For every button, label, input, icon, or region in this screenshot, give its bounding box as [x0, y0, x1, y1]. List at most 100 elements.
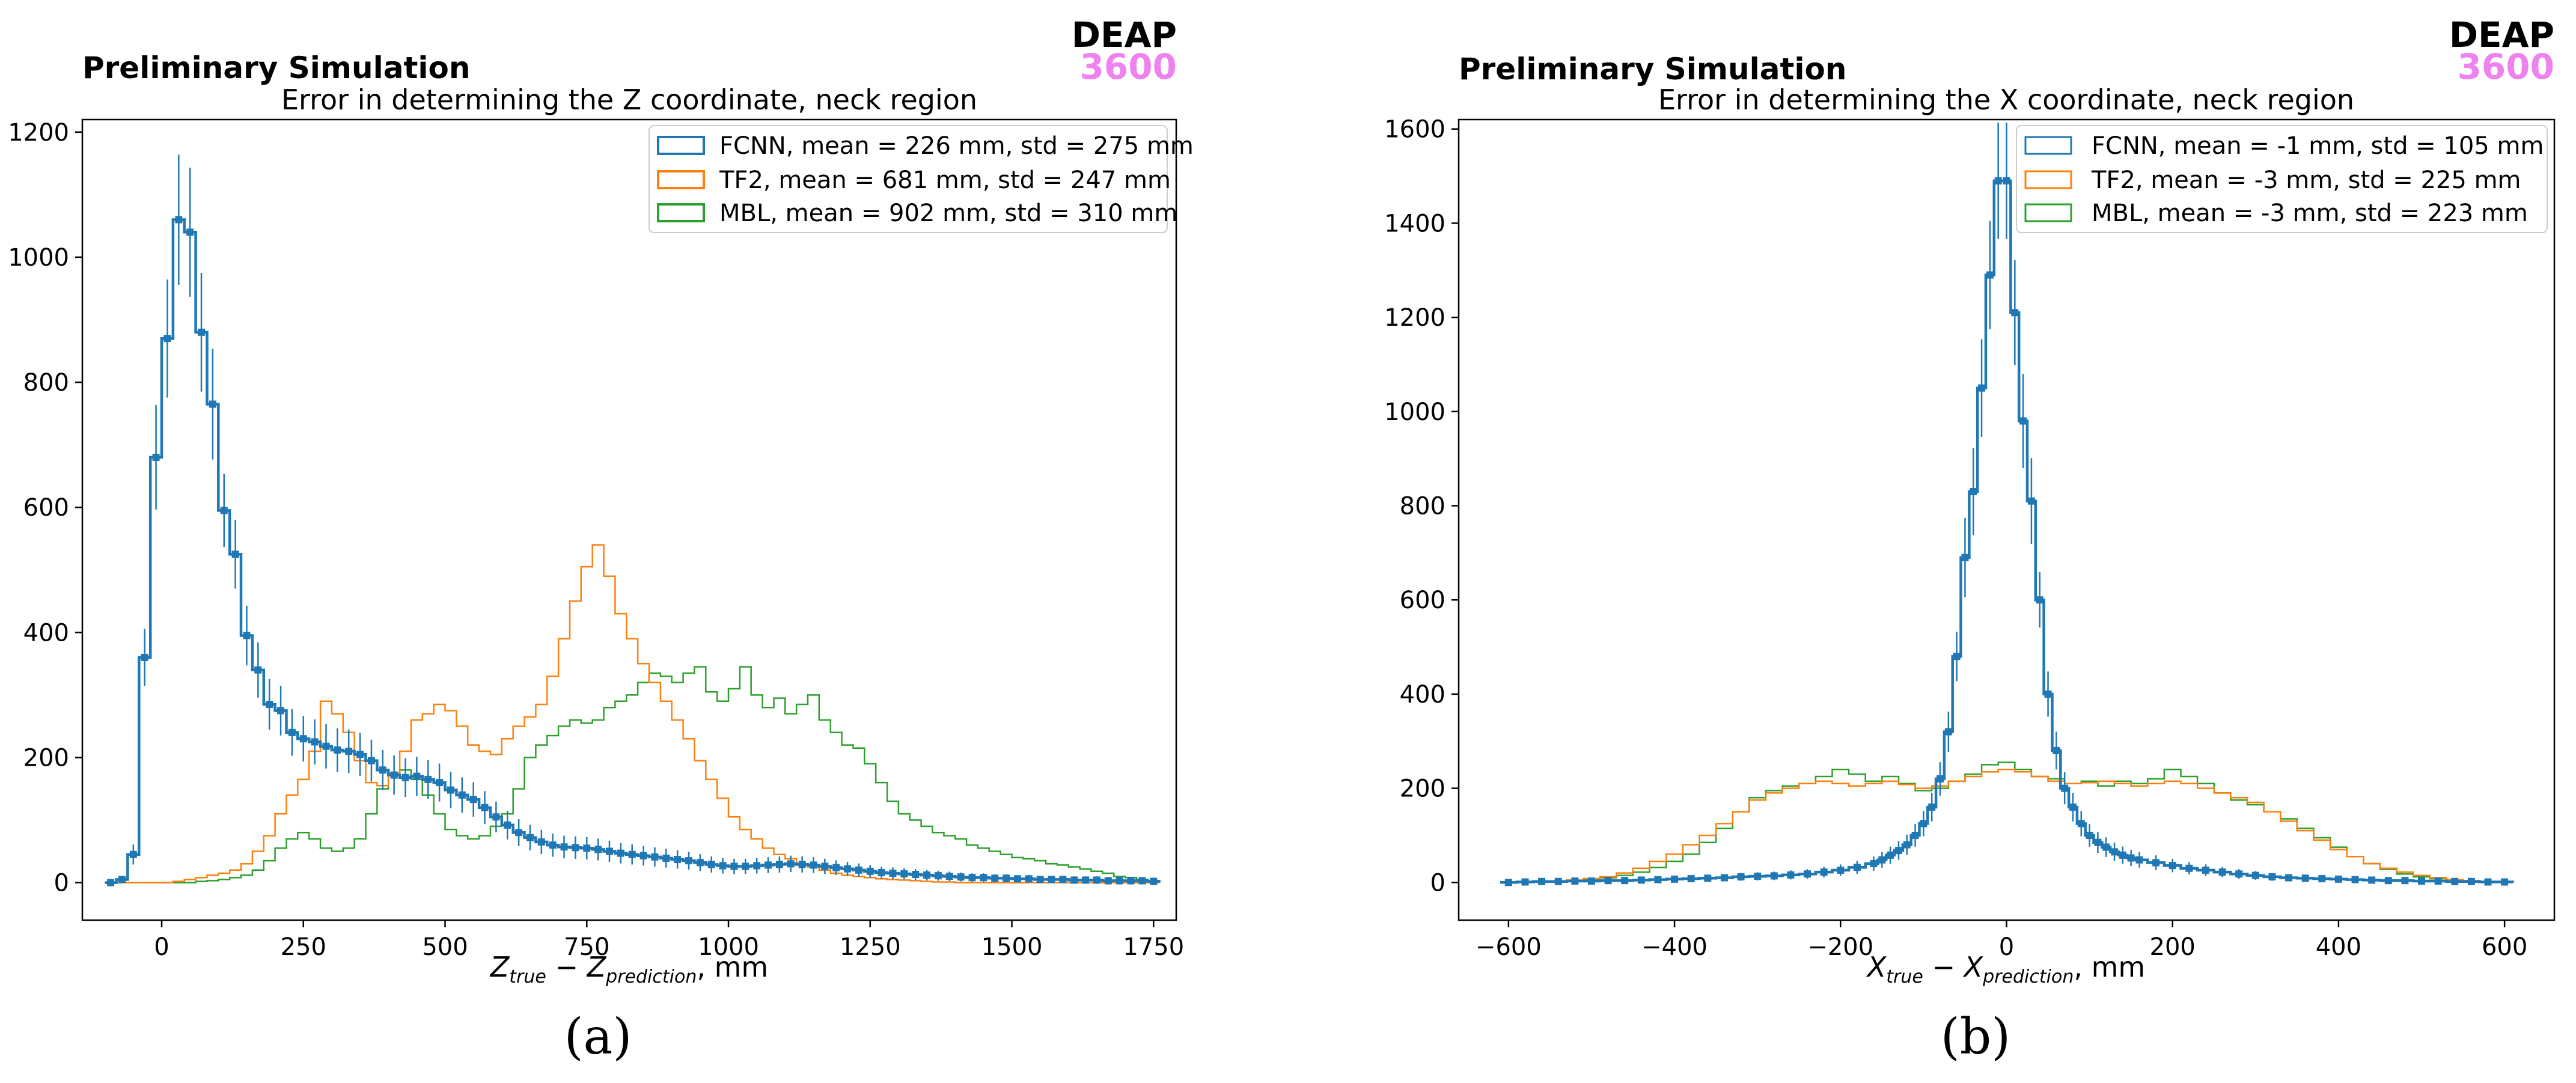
- axis-ticks-b: −600 −400 −200 0 200 400 600 0 200 400 600 800 1000 1…: [1384, 116, 2527, 961]
- panel-label-b: (b): [1941, 1008, 2010, 1066]
- data-point-marker: [243, 632, 251, 639]
- data-point-marker: [424, 775, 432, 783]
- y-tick-label: 400: [23, 619, 69, 647]
- x-tick-label: 1750: [1123, 933, 1184, 961]
- legend-label-tf2-b: TF2, mean = -3 mm, std = 225 mm: [2091, 166, 2521, 194]
- series-line-fcnn-a: [105, 218, 1161, 884]
- x-tick-label: 0: [154, 933, 169, 961]
- data-point-marker: [1920, 820, 1927, 828]
- data-point-marker: [2467, 877, 2475, 885]
- x-tick-label: 600: [2482, 933, 2527, 961]
- data-point-marker: [2251, 871, 2259, 879]
- data-point-marker: [628, 850, 636, 858]
- data-point-marker: [2334, 875, 2342, 883]
- data-point-marker: [1138, 877, 1146, 885]
- data-point-marker: [1554, 877, 1562, 885]
- data-point-marker: [798, 861, 806, 868]
- y-tick-label: 400: [1400, 681, 1445, 709]
- series-line-tf2-b: [1500, 769, 2514, 883]
- data-point-marker: [707, 861, 715, 868]
- data-point-marker: [2301, 874, 2309, 882]
- data-point-marker: [1059, 876, 1067, 883]
- data-point-marker: [730, 862, 738, 870]
- data-point-marker: [2127, 854, 2135, 862]
- data-point-marker: [1048, 876, 1055, 883]
- x-tick-label: 500: [422, 933, 468, 961]
- data-point-marker: [1013, 875, 1021, 883]
- data-point-marker: [775, 861, 783, 868]
- data-point-marker: [526, 834, 534, 841]
- watermark-deap-b: DEAP: [2449, 14, 2554, 55]
- data-point-marker: [2368, 876, 2376, 884]
- data-point-marker: [515, 829, 523, 837]
- data-point-marker: [2135, 856, 2143, 864]
- data-point-marker: [1903, 841, 1911, 849]
- data-point-marker: [1104, 877, 1112, 885]
- data-point-marker: [1093, 876, 1100, 884]
- series-line-mbl-a: [105, 666, 1160, 883]
- data-point-marker: [1082, 876, 1090, 884]
- data-point-marker: [639, 852, 647, 859]
- data-point-marker: [231, 551, 239, 558]
- data-point-marker: [572, 844, 579, 852]
- legend-label-fcnn-b: FCNN, mean = -1 mm, std = 105 mm: [2092, 132, 2544, 160]
- data-point-marker: [1878, 856, 1886, 864]
- panel-label-a: (a): [564, 1008, 632, 1066]
- data-point-marker: [1787, 871, 1795, 879]
- data-point-marker: [2044, 690, 2052, 698]
- legend-swatch-tf2-a: [657, 170, 705, 189]
- data-point-marker: [1621, 877, 1629, 885]
- data-point-marker: [356, 751, 364, 758]
- x-tick-label: −400: [1641, 933, 1708, 961]
- data-point-marker: [345, 748, 353, 755]
- series-line-mbl-b: [1500, 761, 2514, 883]
- data-point-marker: [900, 870, 908, 877]
- data-point-marker: [2094, 838, 2102, 846]
- data-point-marker: [2053, 746, 2060, 754]
- data-point-marker: [651, 853, 659, 861]
- x-tick-label: 250: [281, 933, 326, 961]
- data-point-marker: [2218, 868, 2226, 876]
- legend-box-a: [649, 125, 1168, 233]
- legend-label-mbl-a: MBL, mean = 902 mm, std = 310 mm: [719, 200, 1177, 227]
- data-point-marker: [753, 862, 761, 870]
- data-point-marker: [662, 854, 670, 862]
- data-point-marker: [866, 867, 874, 875]
- data-point-marker: [968, 874, 976, 882]
- data-point-marker: [934, 872, 942, 880]
- data-point-marker: [2351, 876, 2359, 883]
- data-point-marker: [334, 746, 341, 754]
- data-point-marker: [855, 866, 862, 874]
- data-point-marker: [129, 850, 137, 858]
- data-point-marker: [719, 862, 727, 870]
- data-point-marker: [2434, 877, 2442, 885]
- header-a: Preliminary Simulation: [82, 50, 470, 85]
- legend-a: FCNN, mean = 226 mm, std = 275 mm TF2, m…: [649, 125, 1194, 233]
- data-point-marker: [1870, 859, 1878, 867]
- data-point-marker: [549, 841, 557, 849]
- y-tick-label: 1200: [8, 119, 69, 147]
- data-point-marker: [288, 728, 296, 736]
- data-point-marker: [186, 228, 194, 236]
- data-point-marker: [1036, 876, 1044, 883]
- data-point-marker: [2268, 873, 2276, 880]
- data-point-marker: [163, 335, 171, 343]
- watermark-3600-b: 3600: [2458, 46, 2554, 87]
- data-point-marker: [537, 838, 545, 846]
- series-line-fcnn-b: [1500, 179, 2515, 884]
- data-point-marker: [685, 857, 693, 865]
- data-point-marker: [2169, 862, 2176, 870]
- data-point-marker: [1150, 877, 1158, 885]
- legend-swatch-mbl-a: [657, 203, 705, 222]
- data-point-marker: [1637, 876, 1645, 884]
- data-point-marker: [447, 786, 454, 794]
- data-point-marker: [2152, 859, 2160, 867]
- series-line-tf2-a: [105, 544, 1159, 883]
- data-point-marker: [1754, 873, 1762, 880]
- data-point-marker: [2318, 875, 2326, 883]
- x-tick-label: −200: [1807, 933, 1873, 961]
- legend-swatch-mbl-b: [2024, 203, 2072, 222]
- data-point-marker: [220, 507, 228, 514]
- data-point-marker: [742, 862, 749, 870]
